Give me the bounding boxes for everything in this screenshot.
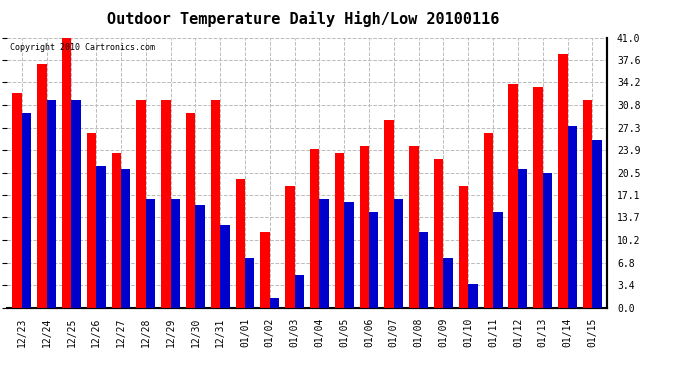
Bar bbox=[533, 87, 543, 308]
Bar bbox=[469, 285, 477, 308]
Bar bbox=[459, 186, 469, 308]
Bar bbox=[493, 212, 502, 308]
Bar bbox=[319, 199, 329, 308]
Bar bbox=[270, 298, 279, 307]
Bar bbox=[37, 64, 47, 308]
Bar bbox=[335, 153, 344, 308]
Bar bbox=[96, 166, 106, 308]
Bar bbox=[583, 100, 592, 308]
Text: Outdoor Temperature Daily High/Low 20100116: Outdoor Temperature Daily High/Low 20100… bbox=[108, 11, 500, 27]
Bar bbox=[137, 100, 146, 308]
Bar bbox=[62, 38, 71, 308]
Bar bbox=[195, 206, 205, 308]
Bar bbox=[558, 54, 567, 307]
Bar bbox=[71, 100, 81, 308]
Bar bbox=[211, 100, 220, 308]
Bar bbox=[47, 100, 56, 308]
Bar bbox=[359, 146, 369, 308]
Bar bbox=[434, 159, 444, 308]
Bar bbox=[220, 225, 230, 308]
Bar bbox=[186, 113, 195, 308]
Bar bbox=[384, 120, 394, 308]
Bar bbox=[260, 232, 270, 308]
Bar bbox=[235, 179, 245, 308]
Bar bbox=[592, 140, 602, 308]
Bar bbox=[245, 258, 255, 308]
Bar bbox=[285, 186, 295, 308]
Bar bbox=[567, 126, 577, 308]
Bar bbox=[518, 169, 527, 308]
Bar bbox=[344, 202, 354, 308]
Bar bbox=[121, 169, 130, 308]
Bar bbox=[295, 274, 304, 308]
Bar bbox=[170, 199, 180, 308]
Bar bbox=[419, 232, 428, 308]
Bar bbox=[310, 150, 319, 308]
Bar bbox=[22, 113, 31, 308]
Bar bbox=[112, 153, 121, 308]
Text: Copyright 2010 Cartronics.com: Copyright 2010 Cartronics.com bbox=[10, 43, 155, 52]
Bar bbox=[543, 172, 552, 308]
Bar bbox=[161, 100, 170, 308]
Bar bbox=[87, 133, 96, 308]
Bar bbox=[12, 93, 22, 308]
Bar bbox=[509, 84, 518, 308]
Bar bbox=[484, 133, 493, 308]
Bar bbox=[146, 199, 155, 308]
Bar bbox=[394, 199, 403, 308]
Bar bbox=[409, 146, 419, 308]
Bar bbox=[444, 258, 453, 308]
Bar bbox=[369, 212, 379, 308]
